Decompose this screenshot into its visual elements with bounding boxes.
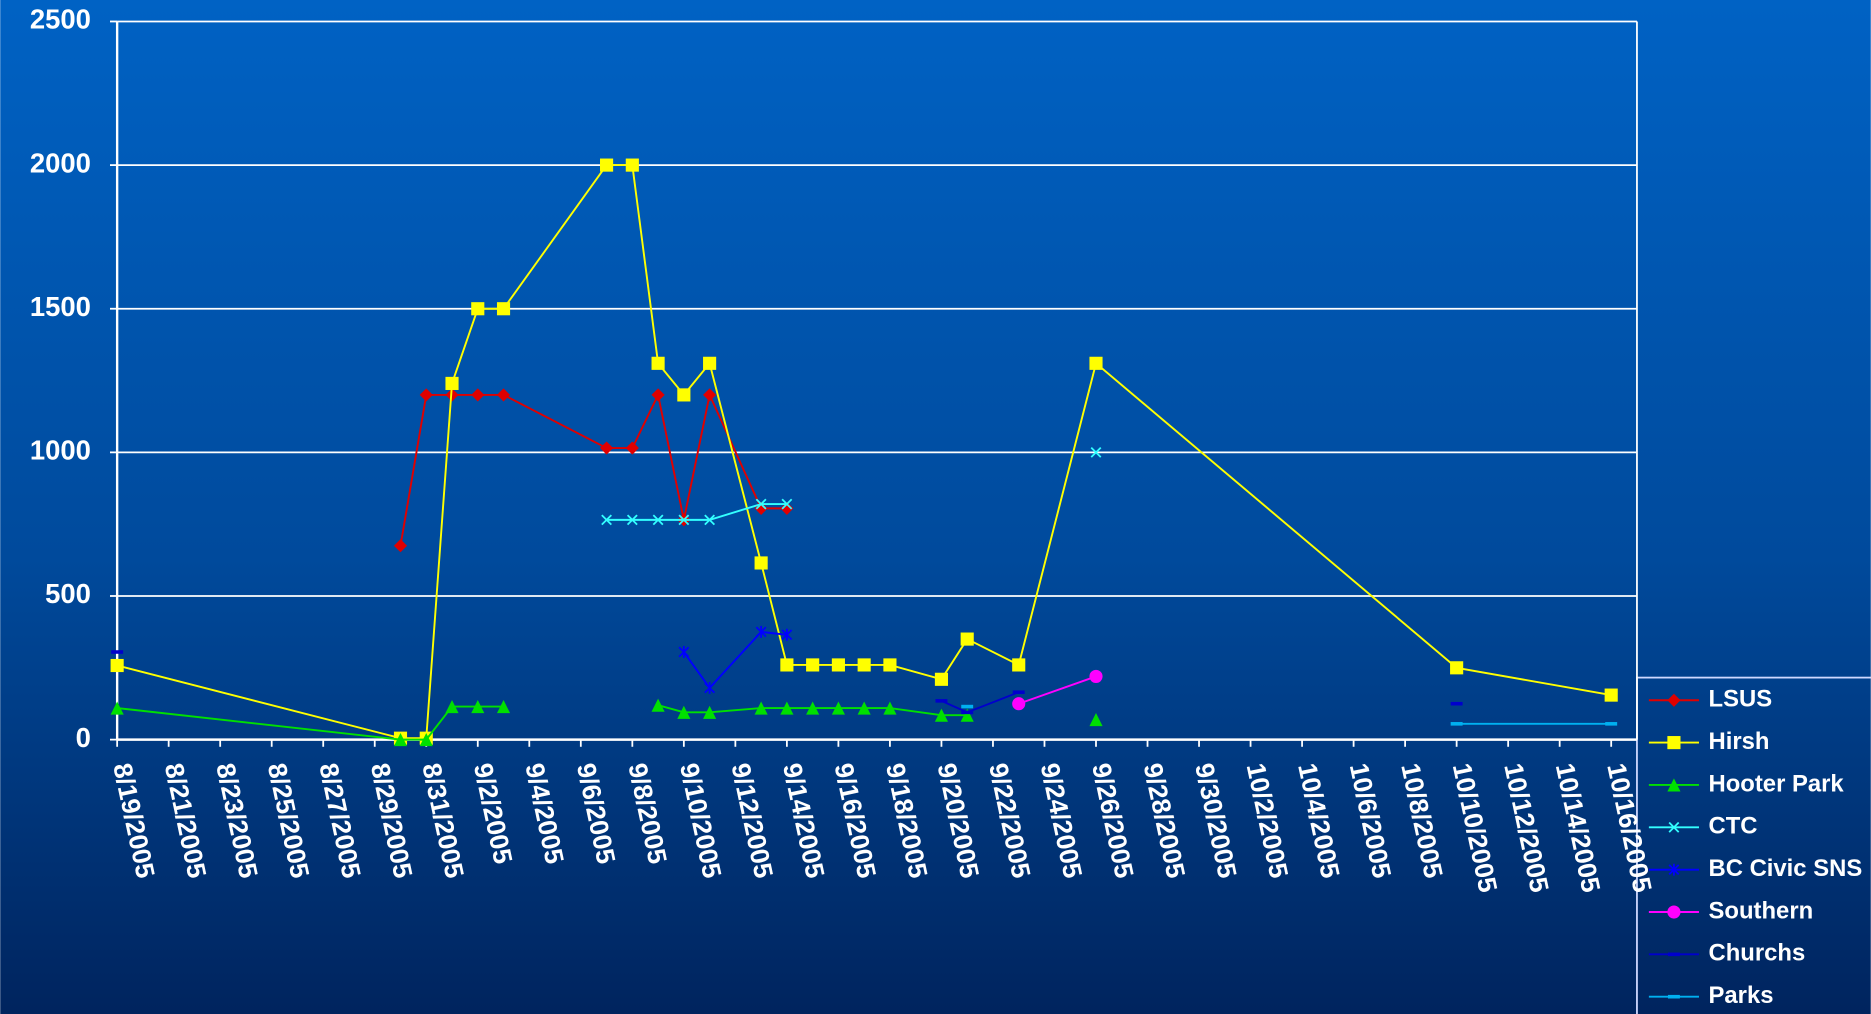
legend-box [1636,676,1871,1014]
data-point [960,708,974,722]
data-point [110,658,124,673]
data-point [445,700,459,714]
legend-marker [1668,863,1680,876]
data-point [934,672,949,686]
data-point [677,705,691,719]
data-point [419,388,433,402]
data-point [471,388,485,402]
data-point [806,658,820,672]
data-point [781,628,793,641]
series-line [117,705,504,741]
data-point [471,700,485,714]
legend-label: Southern [1709,897,1814,924]
data-point [781,498,793,510]
legend-label: Hirsh [1709,728,1770,755]
data-point [883,658,897,672]
data-point [704,514,716,526]
data-point [678,646,690,658]
data-point [1090,446,1102,458]
data-point [857,701,871,715]
legend-marker [1667,778,1681,792]
data-point [1089,356,1103,370]
data-point [1089,712,1103,727]
data-point [754,556,768,570]
data-point [1012,697,1026,711]
data-point [626,514,638,526]
data-point [960,632,974,646]
legend-label: Hooter Park [1709,770,1845,797]
data-point [754,701,768,715]
y-tick-label: 500 [45,578,91,609]
series-line [1018,675,1097,705]
data-point [806,701,820,715]
legend-label: BC Civic SNS [1709,855,1863,882]
data-point [651,356,665,370]
data-point [831,658,845,672]
data-point [419,733,433,747]
data-point [883,701,897,715]
data-point [1012,658,1026,672]
legend-label: LSUS [1709,686,1773,713]
data-point [652,514,664,526]
y-tick-label: 1000 [30,435,91,466]
data-point [678,514,690,526]
data-point [625,158,639,172]
data-point [496,388,511,402]
data-point [625,441,639,455]
y-tick-label: 2500 [30,4,91,35]
legend-label: Churchs [1709,940,1806,967]
data-point [857,658,871,672]
legend-marker [1667,905,1681,919]
data-point [471,302,485,316]
data-point [703,356,717,370]
legend-label: CTC [1709,813,1758,840]
data-point [780,658,794,672]
data-point [651,388,665,402]
data-point [445,376,459,390]
data-point [703,388,717,402]
data-point [110,701,124,715]
y-tick-label: 2000 [30,147,91,178]
data-point [1450,661,1464,675]
data-point [780,701,794,715]
data-point [704,681,716,694]
legend-label: Parks [1709,982,1774,1009]
data-point [1604,688,1618,702]
data-point [703,705,717,719]
data-point [600,158,614,172]
data-point [393,733,408,747]
y-tick-label: 1500 [30,291,91,322]
data-point [755,498,767,510]
data-point [496,700,511,714]
data-point [934,708,949,722]
y-tick-label: 0 [76,722,91,753]
data-point [601,514,612,526]
legend-marker [1667,736,1681,750]
data-point [755,625,767,638]
data-point [831,701,845,715]
data-point [677,388,691,402]
data-point [1089,669,1103,683]
data-point [496,302,511,316]
legend-marker [1668,821,1680,833]
legend-marker [1667,693,1681,707]
data-point [651,698,665,712]
series-line [683,630,787,690]
